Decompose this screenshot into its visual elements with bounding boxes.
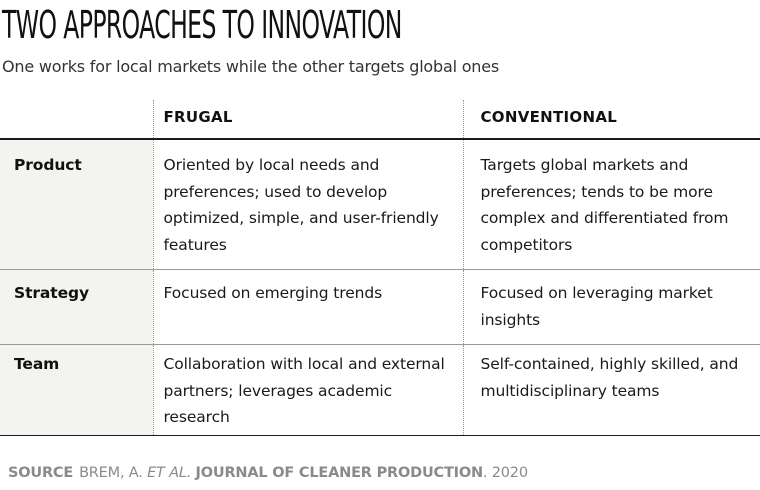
- page-subtitle: One works for local markets while the ot…: [2, 57, 500, 76]
- source-authors: BREM, A.: [79, 465, 143, 481]
- cell-product-conventional: Targets global markets and preferences; …: [462, 139, 760, 270]
- row-label-product: Product: [0, 139, 153, 270]
- cell-strategy-frugal: Focused on emerging trends: [152, 269, 463, 345]
- source-citation: SOURCE BREM, A. ET AL. JOURNAL OF CLEANER…: [8, 465, 528, 481]
- cell-strategy-conventional: Focused on leveraging market insights: [462, 269, 760, 345]
- source-year: . 2020: [482, 465, 528, 481]
- row-label-strategy: Strategy: [0, 269, 153, 345]
- cell-team-frugal: Collaboration with local and external pa…: [152, 344, 463, 436]
- source-et-al: ET AL.: [147, 465, 192, 481]
- column-header-conventional: CONVENTIONAL: [462, 100, 760, 140]
- column-header-empty: [0, 100, 153, 140]
- table-header-row: FRUGAL CONVENTIONAL: [0, 100, 760, 140]
- source-journal: JOURNAL OF CLEANER PRODUCTION: [195, 465, 484, 481]
- source-label: SOURCE: [8, 465, 74, 481]
- table-row-team: Team Collaboration with local and extern…: [0, 344, 760, 436]
- comparison-table: FRUGAL CONVENTIONAL Product Oriented by …: [0, 100, 760, 436]
- table-row-product: Product Oriented by local needs and pref…: [0, 139, 760, 270]
- row-label-team: Team: [0, 344, 153, 436]
- cell-product-frugal: Oriented by local needs and preferences;…: [152, 139, 463, 270]
- table-row-strategy: Strategy Focused on emerging trends Focu…: [0, 269, 760, 345]
- cell-team-conventional: Self-contained, highly skilled, and mult…: [462, 344, 760, 436]
- column-header-frugal: FRUGAL: [152, 100, 463, 140]
- page-title: TWO APPROACHES TO INNOVATION: [2, 3, 402, 47]
